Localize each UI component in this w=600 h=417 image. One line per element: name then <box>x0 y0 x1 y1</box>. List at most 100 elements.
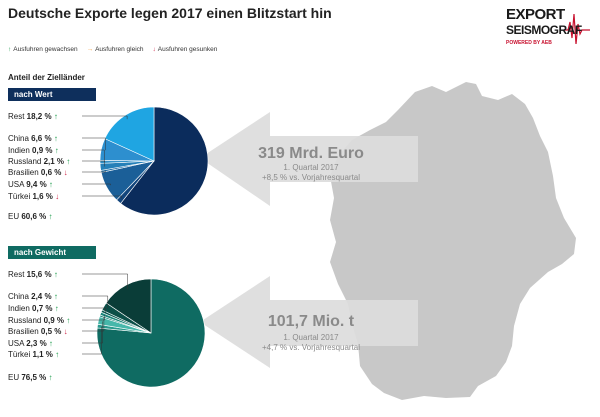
slice-value: 2,4 % <box>31 292 54 301</box>
slice-label-rest: Rest 18,2 % ↑ <box>8 112 58 121</box>
slice-value: 0,9 % <box>32 146 55 155</box>
trend-up-icon: ↑ <box>55 350 60 359</box>
logo-line-2: SEISMOGRAF <box>506 23 582 37</box>
slice-value: 9,4 % <box>26 180 49 189</box>
slice-name: USA <box>8 339 27 348</box>
slice-name: Russland <box>8 157 44 166</box>
pie-title-wert: nach Wert <box>8 88 96 101</box>
change-wert: +8,5 % vs. Vorjahresquartal <box>261 173 361 182</box>
seismograph-icon <box>500 4 592 54</box>
slice-label-usa: USA 2,3 % ↑ <box>8 339 53 348</box>
slice-name: Rest <box>8 270 27 279</box>
value-total-wert: 319 Mrd. Euro <box>258 145 364 162</box>
slice-label-indien: Indien 0,7 % ↑ <box>8 304 59 313</box>
slice-name: EU <box>8 212 22 221</box>
pie-title-gewicht: nach Gewicht <box>8 246 96 259</box>
slice-name: EU <box>8 373 22 382</box>
export-seismograf-logo: EXPORT SEISMOGRAF POWERED BY AEB <box>500 4 592 54</box>
slice-value: 0,6 % <box>40 168 64 177</box>
leader-line-russland <box>82 315 105 321</box>
logo-line-3: POWERED BY AEB <box>506 40 552 46</box>
trend-up-icon: ↑ <box>54 304 59 313</box>
pie-slice-eu <box>120 106 209 216</box>
leader-line-usa <box>82 321 103 344</box>
trend-up-icon: ↑ <box>48 339 53 348</box>
trend-up-icon: ↑ <box>53 292 58 301</box>
slice-label-usa: USA 9,4 % ↑ <box>8 180 53 189</box>
leader-line-russland <box>82 160 105 167</box>
trend-up-icon: ↑ <box>66 157 71 166</box>
period-gewicht: 1. Quartal 2017 <box>283 333 339 342</box>
trend-up-icon: ↑ <box>48 212 53 221</box>
legend-item-down: ↓ Ausfuhren gesunken <box>152 46 218 53</box>
trend-up-icon: ↑ <box>48 373 53 382</box>
slice-value: 2,3 % <box>26 339 49 348</box>
leader-line-brasilien <box>82 317 105 332</box>
pie-slice-rest <box>104 106 155 162</box>
leader-line-rest <box>82 115 128 120</box>
slice-name: Türkei <box>8 192 33 201</box>
leader-line-china <box>82 295 109 309</box>
arrow-right-icon: → <box>86 46 94 53</box>
slice-label-china: China 2,4 % ↑ <box>8 292 58 301</box>
slice-label-türkei: Türkei 1,6 % ↓ <box>8 192 59 201</box>
slice-name: China <box>8 134 32 143</box>
slice-value: 1,1 % <box>32 350 56 359</box>
leader-lines <box>82 115 128 355</box>
pie-chart-gewicht <box>96 278 206 388</box>
slice-name: Russland <box>8 316 44 325</box>
slice-value: 2,1 % <box>43 157 67 166</box>
slice-value: 18,2 % <box>26 112 54 121</box>
trend-up-icon: ↑ <box>48 180 53 189</box>
slice-label-eu: EU 76,5 % ↑ <box>8 373 52 382</box>
slice-label-indien: Indien 0,9 % ↑ <box>8 146 59 155</box>
leader-line-rest <box>82 273 128 290</box>
leader-line-china <box>82 137 106 151</box>
leader-line-brasilien <box>82 170 106 173</box>
arrow-down-icon: ↓ <box>152 46 156 53</box>
slice-value: 0,9 % <box>43 316 67 325</box>
slice-value: 76,5 % <box>21 373 49 382</box>
slice-label-brasilien: Brasilien 0,6 % ↓ <box>8 168 68 177</box>
pie-chart-wert <box>99 106 209 216</box>
trend-down-icon: ↓ <box>55 192 60 201</box>
slice-name: Indien <box>8 304 33 313</box>
slice-label-rest: Rest 15,6 % ↑ <box>8 270 58 279</box>
arrow-gewicht <box>200 276 418 368</box>
legend-item-flat: → Ausfuhren gleich <box>86 46 144 53</box>
leader-line-türkei <box>82 326 102 355</box>
slice-value: 1,6 % <box>32 192 56 201</box>
slice-label-china: China 6,6 % ↑ <box>8 134 58 143</box>
slice-name: China <box>8 292 32 301</box>
arrow-up-icon: ↑ <box>8 46 12 53</box>
legend-item-up: ↑ Ausfuhren gewachsen <box>8 46 78 53</box>
trend-up-icon: ↑ <box>53 270 58 279</box>
logo-line-1: EXPORT <box>506 6 565 23</box>
slice-label-eu: EU 60,6 % ↑ <box>8 212 52 221</box>
germany-map <box>330 82 576 400</box>
slice-label-russland: Russland 2,1 % ↑ <box>8 157 70 166</box>
slice-name: USA <box>8 180 27 189</box>
trend-up-icon: ↑ <box>53 134 58 143</box>
page-title: Deutsche Exporte legen 2017 einen Blitzs… <box>8 5 332 21</box>
slice-label-brasilien: Brasilien 0,5 % ↓ <box>8 327 68 336</box>
slice-name: Brasilien <box>8 168 41 177</box>
slice-name: Türkei <box>8 350 33 359</box>
slice-label-türkei: Türkei 1,1 % ↑ <box>8 350 59 359</box>
trend-up-icon: ↑ <box>53 112 58 121</box>
value-total-gewicht: 101,7 Mio. t <box>267 313 355 330</box>
leader-line-indien <box>82 307 106 313</box>
section-title: Anteil der Zielländer <box>8 73 85 82</box>
trend-down-icon: ↓ <box>63 168 68 177</box>
leader-line-usa <box>82 183 111 186</box>
slice-value: 0,7 % <box>32 304 55 313</box>
arrow-wert <box>200 112 418 206</box>
trend-up-icon: ↑ <box>54 146 59 155</box>
slice-label-russland: Russland 0,9 % ↑ <box>8 316 70 325</box>
slice-name: Indien <box>8 146 33 155</box>
pie-slice-rest <box>105 278 152 334</box>
slice-name: Rest <box>8 112 27 121</box>
slice-value: 60,6 % <box>21 212 49 221</box>
